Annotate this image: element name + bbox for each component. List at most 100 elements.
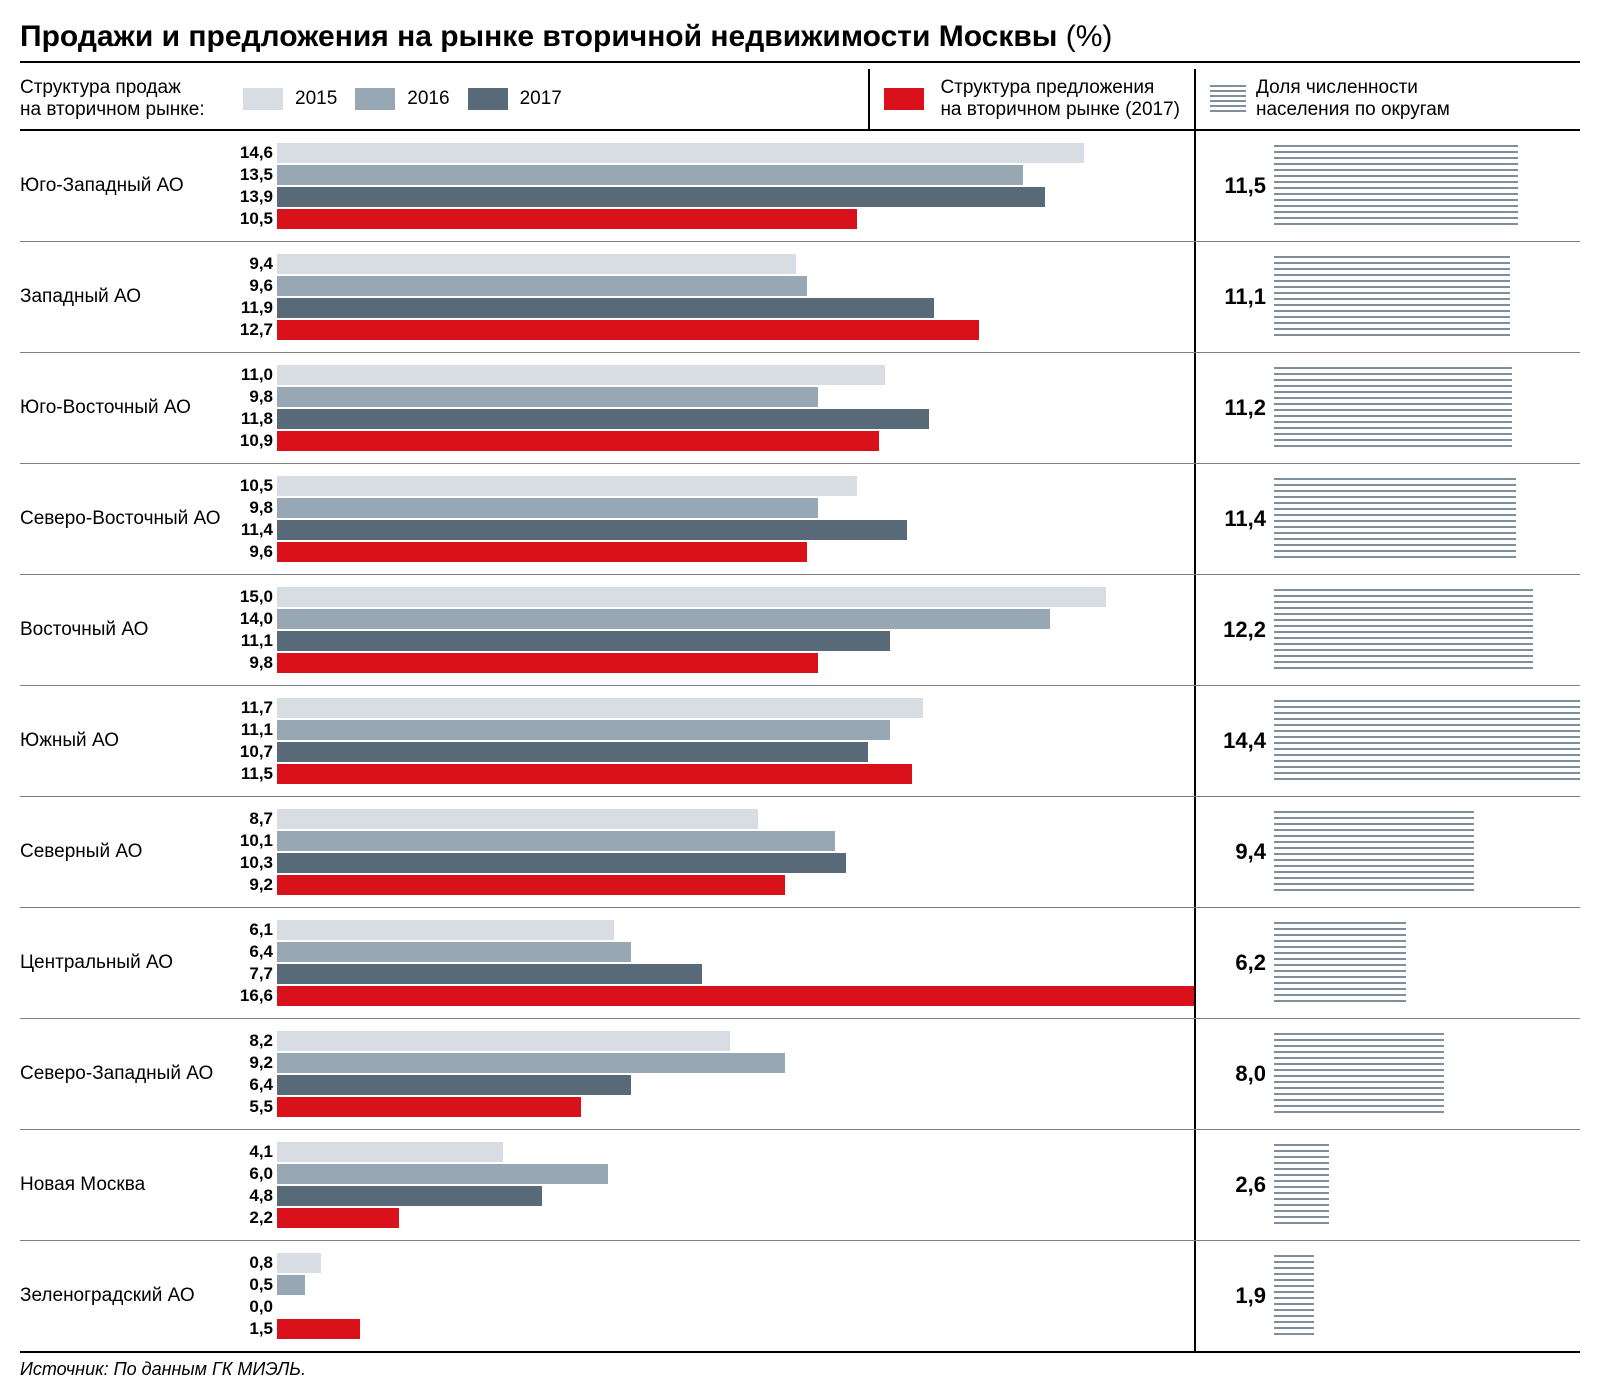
bar-2015 [277,476,857,496]
bar-2016-track [277,1275,1194,1295]
legend-offer: Структура предложения на вторичном рынке… [870,69,1194,129]
bar-2017-track [277,187,1194,207]
bar-2015-line: 11,0 [229,365,1194,385]
bar-2016-line: 14,0 [229,609,1194,629]
bar-2016-value: 10,1 [229,832,277,849]
district-name: Южный АО [20,686,229,796]
bar-2015-value: 8,2 [229,1032,277,1049]
bar-2017-line: 11,9 [229,298,1194,318]
bar-2016-track [277,165,1194,185]
population-bar [1274,256,1510,338]
bar-2016-value: 6,0 [229,1165,277,1182]
population-bar [1274,811,1474,893]
district-name: Северо-Западный АО [20,1019,229,1129]
bar-2015-line: 11,7 [229,698,1194,718]
bar-offer-track [277,1319,1194,1339]
bar-2017-line: 11,4 [229,520,1194,540]
bar-2015-track [277,809,1194,829]
population-bar [1274,589,1533,671]
bar-2015-value: 11,7 [229,699,277,716]
district-row: Восточный АО15,014,011,19,812,2 [20,575,1580,686]
bar-offer-track [277,986,1194,1006]
bar-offer [277,320,979,340]
bar-offer-line: 11,5 [229,764,1194,784]
population-cell: 6,2 [1194,908,1580,1018]
population-cell: 9,4 [1194,797,1580,907]
population-bar [1274,145,1518,227]
bar-offer-line: 9,2 [229,875,1194,895]
bar-offer [277,1097,581,1117]
bar-2017 [277,409,929,429]
swatch-2015 [243,88,283,110]
bar-2017-track [277,409,1194,429]
bar-2015-value: 11,0 [229,366,277,383]
bar-offer [277,431,879,451]
bar-2016-line: 9,6 [229,276,1194,296]
bar-2016-value: 9,8 [229,388,277,405]
population-value: 11,1 [1210,284,1274,310]
bar-2015-line: 10,5 [229,476,1194,496]
population-cell: 8,0 [1194,1019,1580,1129]
bar-offer-line: 5,5 [229,1097,1194,1117]
bar-2016 [277,165,1023,185]
bar-2017 [277,853,846,873]
bar-2017 [277,1186,542,1206]
population-bar [1274,1033,1444,1115]
bar-2017-value: 10,7 [229,743,277,760]
bar-2015 [277,143,1084,163]
population-cell: 12,2 [1194,575,1580,685]
bar-offer [277,875,785,895]
population-track [1274,700,1580,782]
legend-2017: 2017 [468,88,562,110]
district-name: Зеленоградский АО [20,1241,229,1351]
bar-2015-line: 14,6 [229,143,1194,163]
district-row: Западный АО9,49,611,912,711,1 [20,242,1580,353]
bar-2015-value: 8,7 [229,810,277,827]
bar-2015-track [277,254,1194,274]
bar-2017 [277,298,934,318]
bar-2016 [277,831,835,851]
bar-2015 [277,920,614,940]
district-row: Новая Москва4,16,04,82,22,6 [20,1130,1580,1241]
legend-2017-label: 2017 [520,88,562,110]
legend-2015-label: 2015 [295,88,337,110]
district-row: Северо-Восточный АО10,59,811,49,611,4 [20,464,1580,575]
bars-group: 15,014,011,19,8 [229,575,1194,685]
legend-population-label: Доля численности населения по округам [1256,77,1450,121]
bar-2015-track [277,1031,1194,1051]
bar-2015-value: 10,5 [229,477,277,494]
bar-2017-value: 13,9 [229,188,277,205]
bar-offer [277,764,912,784]
bar-2015 [277,254,796,274]
bar-2015-line: 8,7 [229,809,1194,829]
population-cell: 1,9 [1194,1241,1580,1351]
legend-sales: Структура продаж на вторичном рынке: 201… [20,69,868,129]
bars-group: 8,29,26,45,5 [229,1019,1194,1129]
bar-2015 [277,809,758,829]
district-name: Юго-Восточный АО [20,353,229,463]
bar-2016 [277,942,631,962]
swatch-2016 [355,88,395,110]
bar-2015-value: 6,1 [229,921,277,938]
rows-container: Юго-Западный АО14,613,513,910,511,5Запад… [20,131,1580,1353]
population-cell: 11,5 [1194,131,1580,241]
bar-2017-track [277,298,1194,318]
bar-2017 [277,520,907,540]
bar-2015-value: 15,0 [229,588,277,605]
population-track [1274,256,1580,338]
bar-2017-track [277,631,1194,651]
bar-2015-line: 9,4 [229,254,1194,274]
bar-2015-line: 8,2 [229,1031,1194,1051]
bar-2015-line: 0,8 [229,1253,1194,1273]
bars-group: 14,613,513,910,5 [229,131,1194,241]
bar-2017-value: 11,1 [229,632,277,649]
bar-2016-track [277,720,1194,740]
legend-sales-lead: Структура продаж на вторичном рынке: [20,77,225,121]
district-name: Северный АО [20,797,229,907]
bar-2016 [277,387,818,407]
district-row: Северный АО8,710,110,39,29,4 [20,797,1580,908]
bar-2016-value: 11,1 [229,721,277,738]
bar-offer [277,1208,399,1228]
population-bar [1274,1144,1329,1226]
bar-2015-line: 4,1 [229,1142,1194,1162]
